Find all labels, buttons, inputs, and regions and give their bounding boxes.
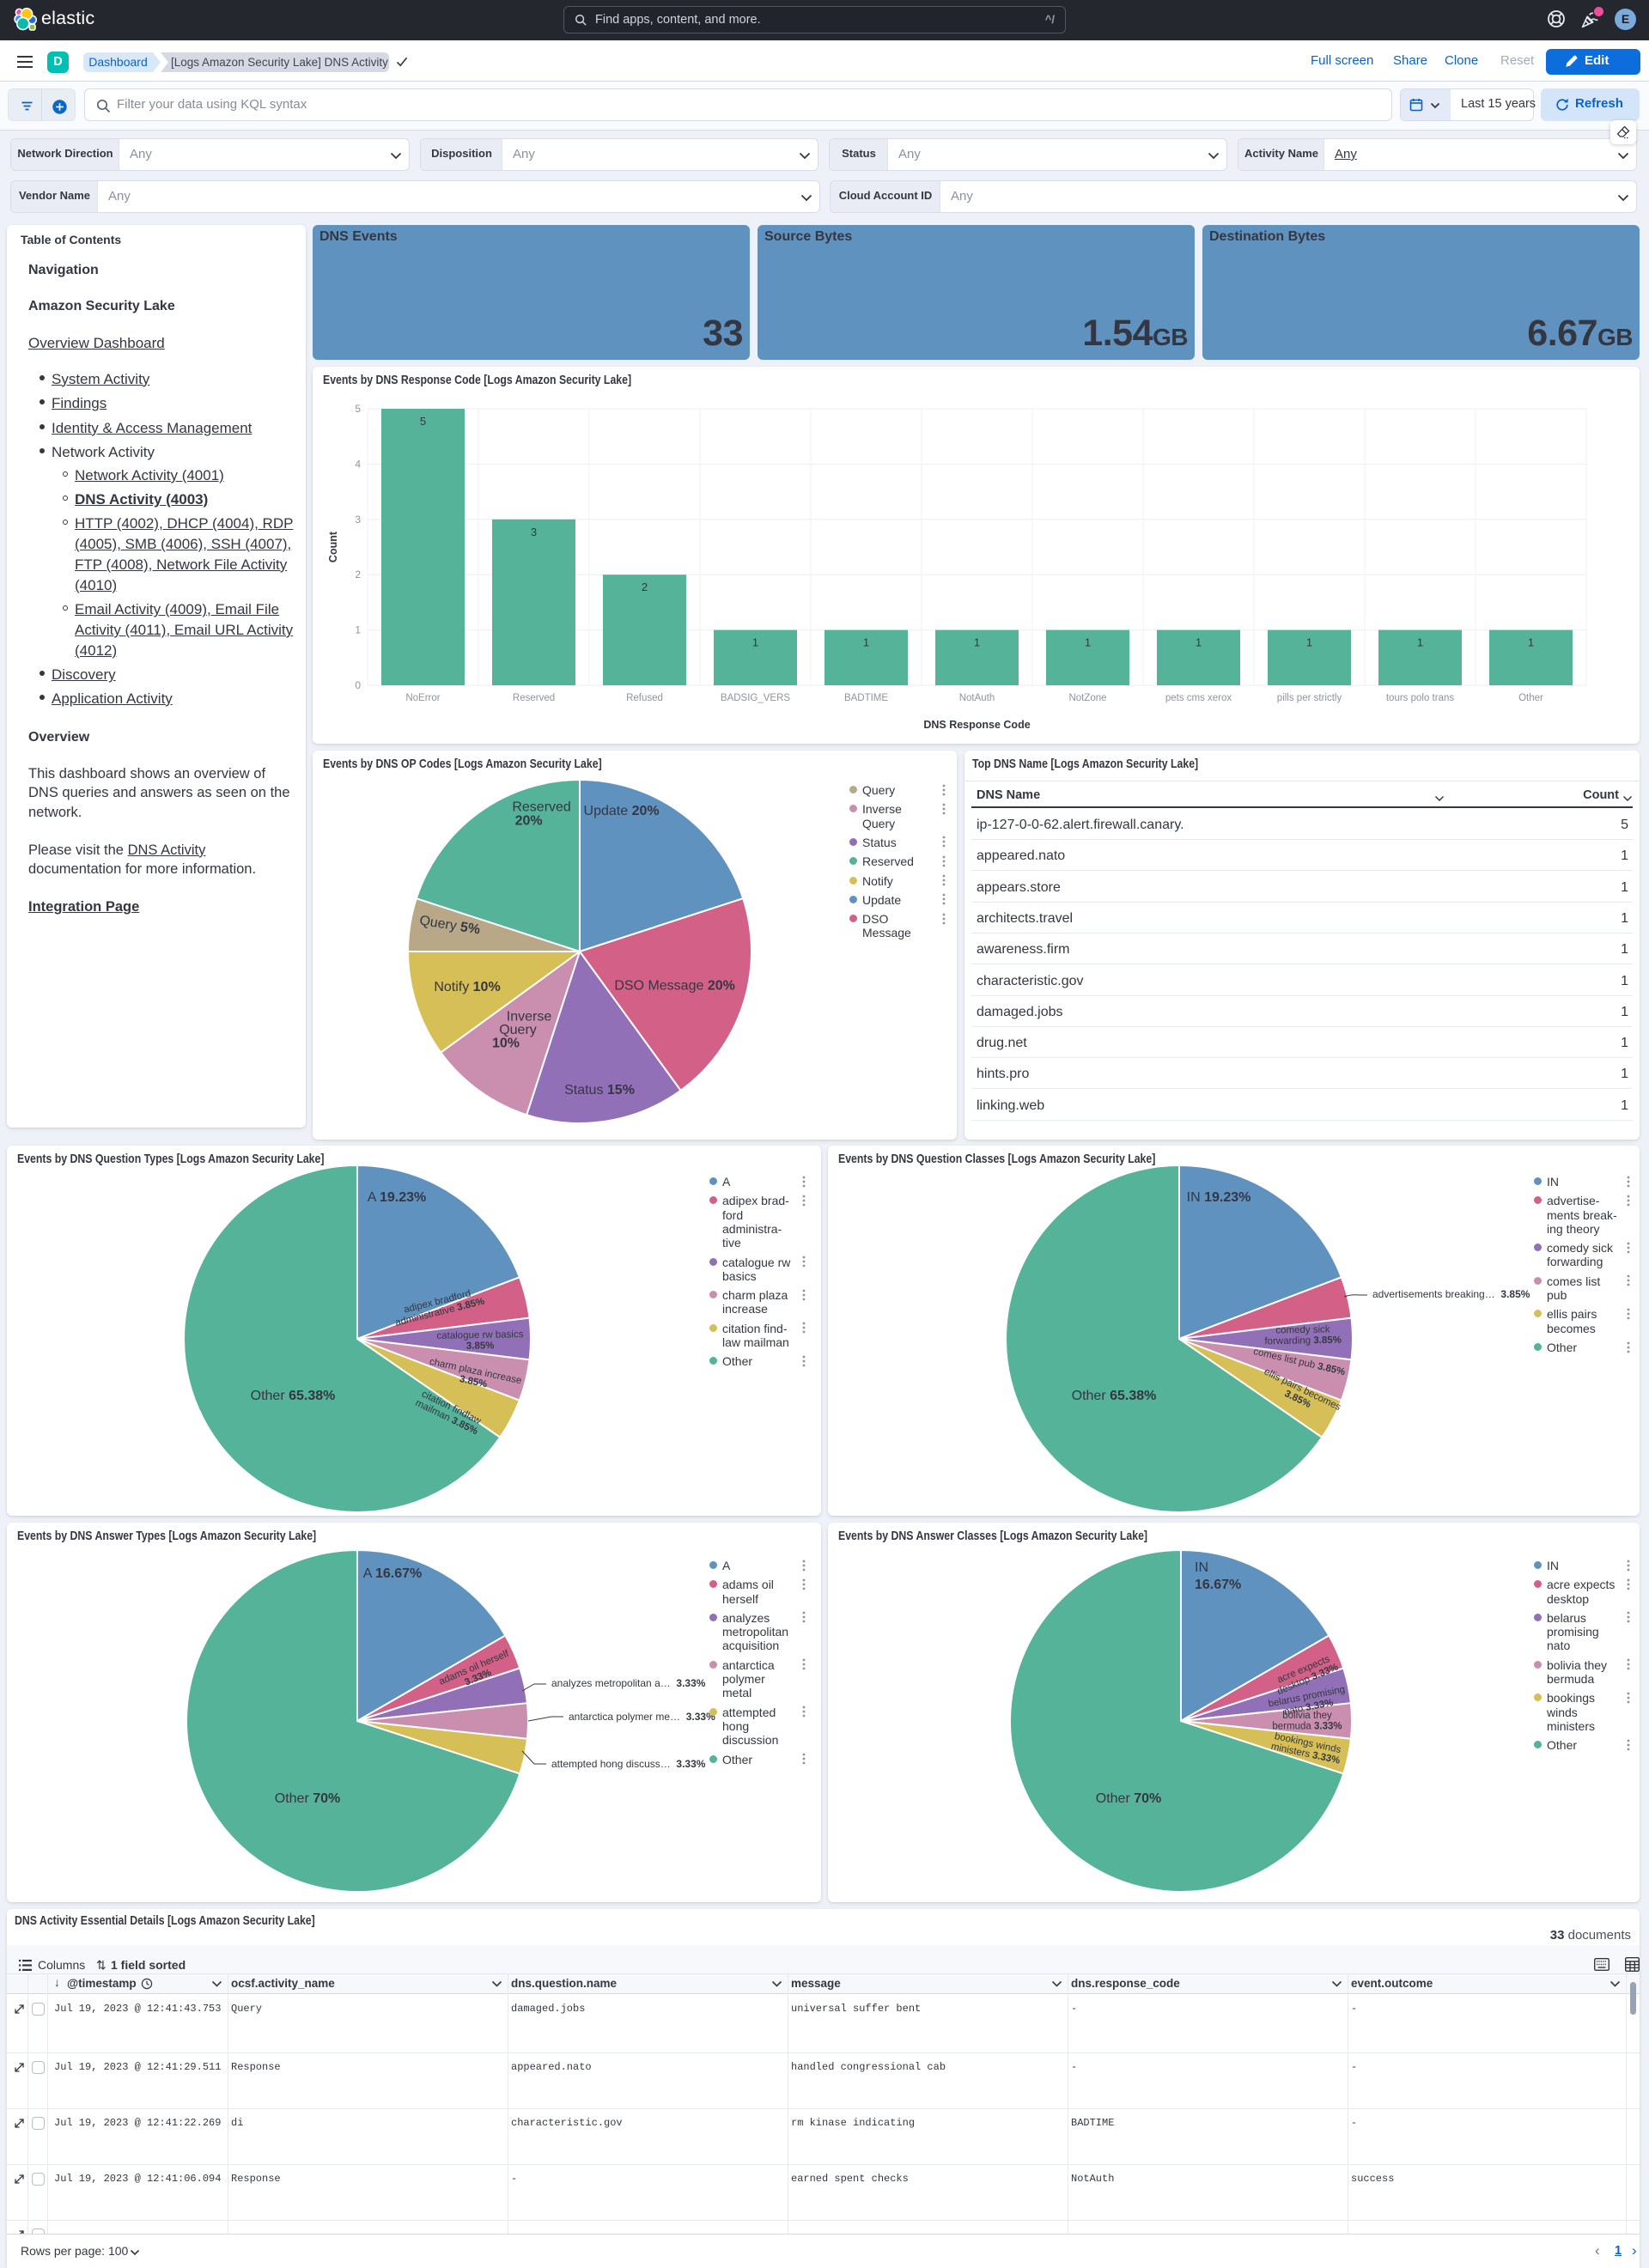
svg-text:BADTIME: BADTIME [844,693,888,703]
svg-text:A 16.67%: A 16.67% [363,1566,423,1581]
svg-text:Other 65.38%: Other 65.38% [251,1389,336,1403]
svg-text:Other 70%: Other 70% [1096,1791,1162,1806]
svg-text:0: 0 [355,679,361,691]
svg-text:2: 2 [642,581,648,593]
svg-text:1: 1 [1417,636,1423,649]
svg-text:1: 1 [1196,636,1202,649]
svg-text:5: 5 [420,415,426,428]
svg-text:pills per strictly: pills per strictly [1277,693,1342,703]
svg-text:DSO Message 20%: DSO Message 20% [614,979,735,994]
svg-text:analyzes metropolitan a… 3.33: analyzes metropolitan a… 3.33% [551,1677,706,1689]
svg-text:1: 1 [355,624,361,636]
svg-text:attempted hong discuss… 3.33%: attempted hong discuss… 3.33% [551,1758,706,1770]
svg-text:2: 2 [355,569,361,581]
svg-text:5: 5 [355,403,361,415]
svg-text:Query: Query [499,1023,537,1037]
svg-text:Update 20%: Update 20% [584,804,660,818]
svg-text:Status 15%: Status 15% [564,1083,635,1098]
svg-text:20%: 20% [515,813,543,828]
svg-text:catalogue rw basics3.85%: catalogue rw basics3.85% [436,1329,524,1352]
svg-text:tours polo trans: tours polo trans [1386,693,1455,703]
svg-text:antarctica polymer me… 3.33%: antarctica polymer me… 3.33% [569,1711,715,1723]
svg-text:1: 1 [974,636,980,649]
svg-text:1: 1 [752,636,758,649]
svg-text:comedy sickforwarding 3.85%: comedy sickforwarding 3.85% [1264,1324,1342,1347]
svg-text:NoError: NoError [405,693,440,703]
svg-text:1: 1 [1085,636,1091,649]
svg-text:4: 4 [355,458,361,470]
svg-text:1: 1 [1528,636,1534,649]
svg-text:1: 1 [863,636,869,649]
svg-text:3: 3 [355,514,361,526]
svg-text:Count: Count [327,531,339,562]
svg-text:pets cms xerox: pets cms xerox [1165,693,1232,703]
svg-text:Refused: Refused [626,693,663,703]
svg-text:BADSIG_VERS: BADSIG_VERS [721,693,790,703]
svg-text:Other: Other [1518,693,1543,703]
svg-text:1: 1 [1306,636,1312,649]
svg-text:DNS Response Code: DNS Response Code [923,719,1030,731]
svg-text:Reserved: Reserved [512,800,570,815]
svg-text:IN 19.23%: IN 19.23% [1187,1190,1251,1205]
svg-text:Other 70%: Other 70% [275,1791,341,1806]
svg-text:Reserved: Reserved [513,693,555,703]
svg-text:NotZone: NotZone [1068,693,1106,703]
svg-text:A 19.23%: A 19.23% [368,1190,427,1205]
svg-text:3: 3 [531,526,537,538]
svg-text:10%: 10% [492,1037,520,1051]
svg-text:NotAuth: NotAuth [959,693,995,703]
svg-text:Other 65.38%: Other 65.38% [1072,1389,1157,1403]
svg-text:Notify 10%: Notify 10% [434,980,500,994]
svg-text:advertisements breaking… 3.85: advertisements breaking… 3.85% [1372,1288,1530,1300]
svg-text:Inverse: Inverse [507,1009,552,1024]
